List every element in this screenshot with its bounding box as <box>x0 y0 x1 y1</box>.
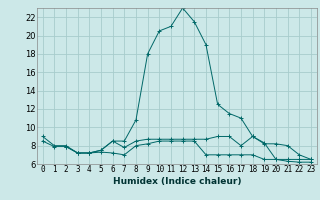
X-axis label: Humidex (Indice chaleur): Humidex (Indice chaleur) <box>113 177 241 186</box>
